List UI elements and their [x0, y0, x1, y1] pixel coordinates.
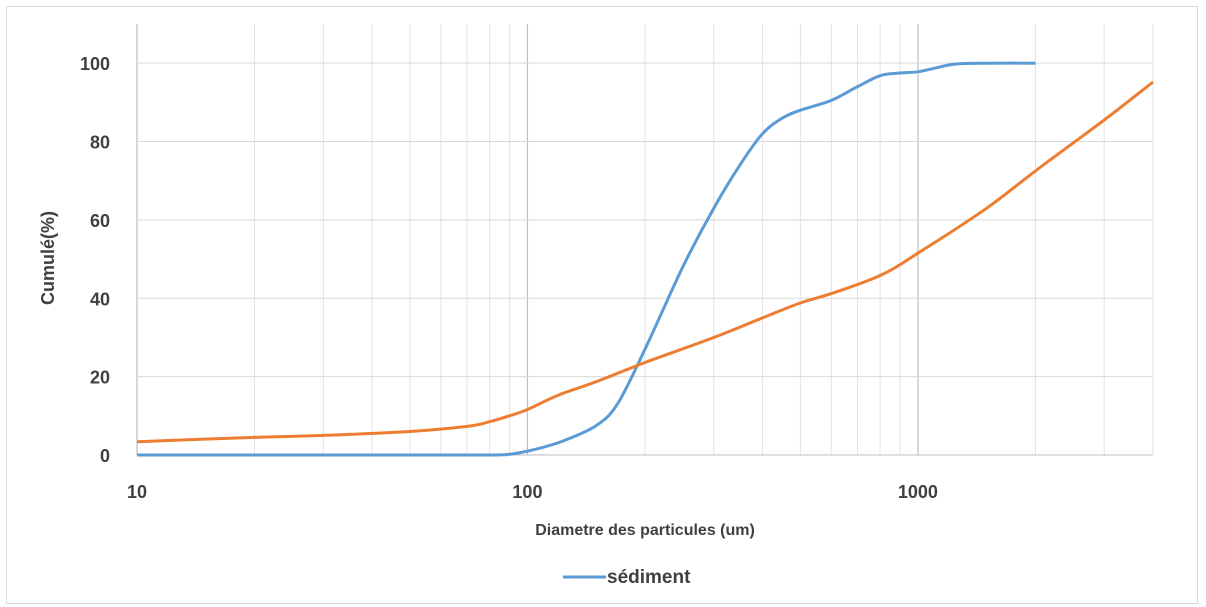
- y-axis-title: Cumulé(%): [38, 211, 58, 305]
- chart-frame: [6, 6, 1198, 604]
- y-tick-label: 40: [90, 289, 110, 309]
- series-line-sediment: [136, 61, 1036, 457]
- legend: sédiment: [563, 567, 691, 588]
- y-tick-label: 0: [100, 446, 110, 466]
- x-tick-label: 100: [512, 482, 542, 502]
- series-lines: [136, 61, 1154, 457]
- y-tick-label: 60: [90, 211, 110, 231]
- x-axis-title: Diametre des particules (um): [535, 522, 755, 539]
- y-tick-label: 80: [90, 133, 110, 153]
- y-tick-label: 20: [90, 368, 110, 388]
- x-tick-label: 1000: [898, 482, 938, 502]
- series-line-orange: [136, 80, 1154, 444]
- legend-label-sediment: sédiment: [607, 567, 691, 588]
- y-tick-label: 100: [80, 54, 110, 74]
- tick-labels: 0 20 40 60 80 100 10 100 1000: [80, 54, 938, 502]
- grid: [136, 24, 1154, 456]
- x-tick-label: 10: [127, 482, 147, 502]
